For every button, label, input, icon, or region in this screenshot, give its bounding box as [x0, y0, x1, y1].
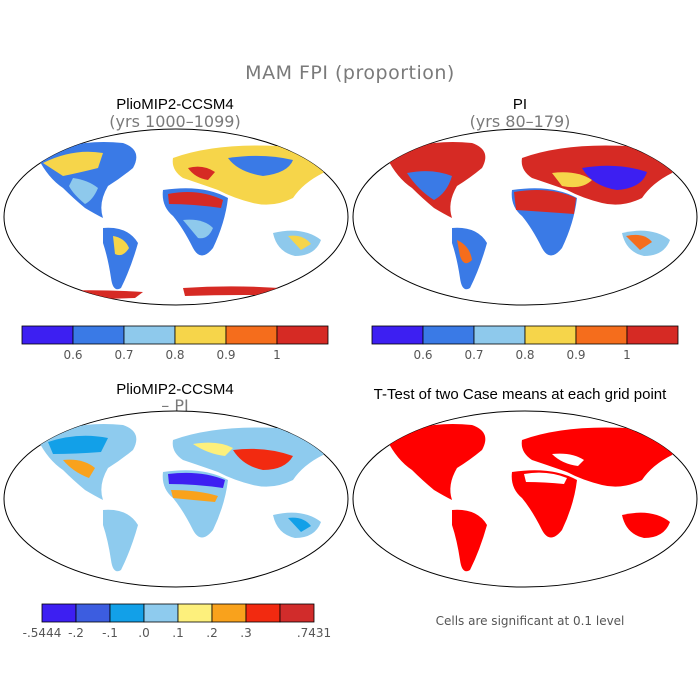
colorbar-swatch: [279, 603, 315, 623]
colorbar-swatch: [225, 325, 278, 345]
land-field-bottom-left: [38, 424, 326, 572]
colorbar-top-left: 0.6 0.7 0.8 0.9 1: [21, 325, 329, 362]
colorbar-tick-label: .7431: [297, 626, 331, 640]
colorbar-bottom-left: -.5444 -.2 -.1 .0 .1 .2 .3 .7431: [23, 603, 331, 640]
colorbar-tick-label: 0.8: [515, 348, 534, 362]
colorbar-swatch: [626, 325, 679, 345]
map-top-right: [352, 128, 698, 306]
colorbar-tick-label: -.5444: [23, 626, 62, 640]
colorbar-tick-label: 0.8: [165, 348, 184, 362]
panel-title-bottom-left: PlioMIP2-CCSM4: [116, 381, 234, 398]
colorbar-swatch: [123, 325, 176, 345]
colorbar-tick-label: 1: [273, 348, 281, 362]
colorbar-tick-label: 0.7: [464, 348, 483, 362]
panel-title-bottom-right: T-Test of two Case means at each grid po…: [373, 386, 667, 403]
colorbar-swatch: [41, 603, 77, 623]
panel-title-top-right: PI: [512, 96, 528, 113]
colorbar-tick-label: 0.9: [216, 348, 235, 362]
significance-field: [387, 424, 675, 572]
colorbar-swatch: [276, 325, 329, 345]
figure-title: MAM FPI (proportion): [245, 62, 455, 84]
colorbar-swatch: [211, 603, 247, 623]
panel-subtitle-top-left: (yrs 1000–1099): [109, 112, 241, 131]
colorbar-tick-label: -.1: [102, 626, 118, 640]
map-bottom-right: [352, 410, 698, 588]
colorbar-tick-label: -.2: [68, 626, 84, 640]
colorbar-tick-label: 0.6: [413, 348, 432, 362]
map-top-left: [3, 128, 349, 306]
colorbar-tick-label: .3: [240, 626, 251, 640]
colorbar-swatch: [575, 325, 628, 345]
colorbar-tick-label: .0: [138, 626, 149, 640]
map-bottom-left: [3, 410, 349, 588]
land-field-top-right: [387, 142, 675, 290]
colorbar-swatch: [371, 325, 424, 345]
colorbar-tick-label: 0.7: [114, 348, 133, 362]
colorbar-swatch: [21, 325, 74, 345]
colorbar-tick-label: 0.6: [63, 348, 82, 362]
colorbar-tick-label: .2: [206, 626, 217, 640]
colorbar-swatch: [143, 603, 179, 623]
colorbar-swatch: [72, 325, 125, 345]
colorbar-tick-label: .1: [172, 626, 183, 640]
colorbar-swatch: [245, 603, 281, 623]
colorbar-top-right: 0.6 0.7 0.8 0.9 1: [371, 325, 679, 362]
colorbar-swatch: [174, 325, 227, 345]
panel-subtitle-bottom-left: – PI: [161, 396, 189, 415]
colorbar-swatch: [524, 325, 577, 345]
panel-subtitle-top-right: (yrs 80–179): [469, 112, 571, 131]
panel-title-top-left: PlioMIP2-CCSM4: [116, 96, 234, 113]
colorbar-swatch: [422, 325, 475, 345]
colorbar-tick-label: 1: [623, 348, 631, 362]
colorbar-swatch: [473, 325, 526, 345]
significance-footnote: Cells are significant at 0.1 level: [435, 614, 625, 628]
colorbar-swatch: [75, 603, 111, 623]
colorbar-swatch: [177, 603, 213, 623]
colorbar-tick-label: 0.9: [566, 348, 585, 362]
colorbar-swatch: [109, 603, 145, 623]
